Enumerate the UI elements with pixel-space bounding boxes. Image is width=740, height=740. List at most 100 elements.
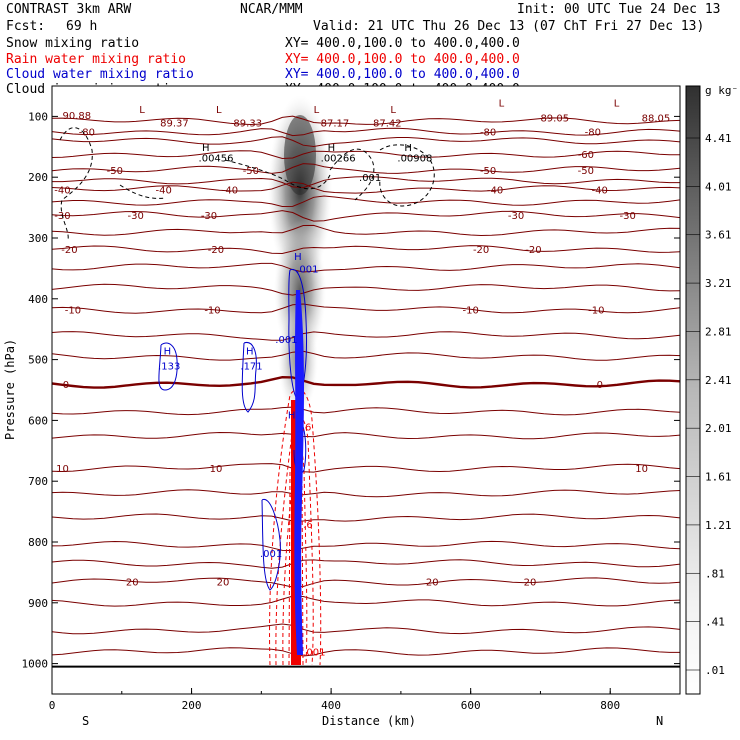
isotherm-label: -10 xyxy=(65,306,81,317)
isotherm-line xyxy=(52,489,680,498)
x-tick-label: 600 xyxy=(461,699,481,712)
tropopause-low-label: 89.37 xyxy=(160,118,189,129)
y-tick-label: 900 xyxy=(28,597,48,610)
cloud-ice-label: H xyxy=(328,143,336,154)
isotherm-line xyxy=(52,303,680,314)
isotherm-line xyxy=(52,210,680,222)
cloud-water-label: .001 xyxy=(260,549,282,560)
isotherm-label: 10 xyxy=(56,464,69,475)
isotherm-label: -10 xyxy=(204,306,220,317)
isotherm-line xyxy=(52,350,680,361)
isotherm-label: -20 xyxy=(525,245,541,256)
legend-snow-xy: XY= 400.0,100.0 to 400.0,400.0 xyxy=(285,36,520,51)
cloud-water-label: .001 xyxy=(296,264,318,275)
y-tick-label: 100 xyxy=(28,110,48,123)
cloud-water-core xyxy=(294,290,304,655)
cloud-ice-label: .00908 xyxy=(397,154,432,165)
isotherm-line xyxy=(52,283,680,296)
cloud-ice-label: .001 xyxy=(359,173,381,184)
y-tick-label: 500 xyxy=(28,354,48,367)
isotherm-label: -30 xyxy=(508,211,524,222)
tropopause-low-label: 88.05 xyxy=(642,114,671,125)
low-marker: L xyxy=(314,105,320,116)
legend-rain-name: Rain water mixing ratio xyxy=(6,52,186,67)
end-label-south: S xyxy=(82,714,89,728)
isotherm-line xyxy=(52,406,680,416)
legend-cloudwater-name: Cloud water mixing ratio xyxy=(6,67,194,82)
isotherm-label: -40 xyxy=(222,185,238,196)
cloud-water-label: H xyxy=(246,346,254,357)
tropopause-low-label: 90.88 xyxy=(62,111,91,122)
isotherm-label: -30 xyxy=(619,211,635,222)
y-tick-label: 800 xyxy=(28,536,48,549)
org-label: NCAR/MMM xyxy=(240,2,303,17)
isotherm-line xyxy=(52,136,680,148)
isotherm-line xyxy=(52,150,680,160)
isotherm-line xyxy=(52,181,680,194)
tropopause-low-label: 87.42 xyxy=(373,118,402,129)
tropopause-low-label: 87.17 xyxy=(321,118,350,129)
isotherm-line xyxy=(52,262,680,273)
isotherm-label: -50 xyxy=(578,166,594,177)
low-marker: L xyxy=(216,105,222,116)
fcst-value: 69 h xyxy=(66,19,97,34)
rain-water-contour xyxy=(269,388,322,666)
isotherm-label: -10 xyxy=(588,306,604,317)
x-tick-label: 800 xyxy=(600,699,620,712)
cloud-ice-label: H xyxy=(404,143,412,154)
colorbar-label: .41 xyxy=(705,616,725,629)
isotherm-line xyxy=(52,115,680,126)
isotherm-line xyxy=(52,375,680,389)
colorbar-label: 3.61 xyxy=(705,229,732,242)
init-time: Init: 00 UTC Tue 24 Dec 13 xyxy=(517,2,721,17)
y-tick-label: 1000 xyxy=(22,658,49,671)
isotherm-label: -50 xyxy=(243,166,259,177)
colorbar-label: 2.81 xyxy=(705,325,732,338)
model-title: CONTRAST 3km ARW xyxy=(6,2,131,17)
y-tick-label: 700 xyxy=(28,475,48,488)
y-axis-title: Pressure (hPa) xyxy=(3,339,17,440)
isotherm-line xyxy=(52,224,680,237)
isotherm-label: -40 xyxy=(54,185,70,196)
rain-water-contour xyxy=(275,415,314,666)
colorbar: g kg⁻¹ 4.41 4.01 3.61 3.21 2.81 2.41 2.01 1.61 1… xyxy=(685,84,740,695)
isotherm-line xyxy=(52,163,680,174)
isotherm-label: 0 xyxy=(63,380,69,391)
rain-water-contour xyxy=(288,469,304,666)
rain-water-label: .001 xyxy=(303,647,325,658)
isotherm-label: -80 xyxy=(585,128,601,139)
low-marker: L xyxy=(614,98,620,109)
isotherm-label: -20 xyxy=(473,245,489,256)
cloud-ice-contour xyxy=(119,184,166,199)
plot-frame xyxy=(51,85,681,695)
isotherm-label: -50 xyxy=(107,166,123,177)
cloud-water-contour xyxy=(261,498,281,591)
isotherm-line xyxy=(52,195,680,208)
colorbar-label: .81 xyxy=(705,567,725,580)
isotherm-label: -60 xyxy=(578,150,594,161)
colorbar-label: 3.21 xyxy=(705,277,732,290)
cloud-water-label: .001 xyxy=(275,335,297,346)
isotherm-label: 0 xyxy=(597,380,603,391)
isotherm-label: 20 xyxy=(426,578,439,589)
end-label-north: N xyxy=(656,714,663,728)
cloud-ice-contour xyxy=(59,127,93,241)
legend-snow-name: Snow mixing ratio xyxy=(6,36,139,51)
isotherm-line xyxy=(52,176,680,189)
cloud-ice-label: .00456 xyxy=(199,154,234,165)
y-tick-label: 600 xyxy=(28,414,48,427)
isotherm-line xyxy=(52,513,680,522)
cloud-water-contour xyxy=(241,341,257,413)
isotherm-label: -40 xyxy=(487,185,503,196)
isotherm-line xyxy=(52,463,680,473)
colorbar-unit: g kg⁻¹ xyxy=(705,84,740,97)
x-axis-title: Distance (km) xyxy=(322,714,416,728)
isotherm-label: 20 xyxy=(217,578,230,589)
isotherm-line xyxy=(52,577,680,588)
cloud-water-label: H xyxy=(294,252,302,263)
colorbar-label: 1.61 xyxy=(705,471,732,484)
low-marker: L xyxy=(390,105,396,116)
isotherm-label: 20 xyxy=(524,578,537,589)
low-marker: L xyxy=(499,98,505,109)
